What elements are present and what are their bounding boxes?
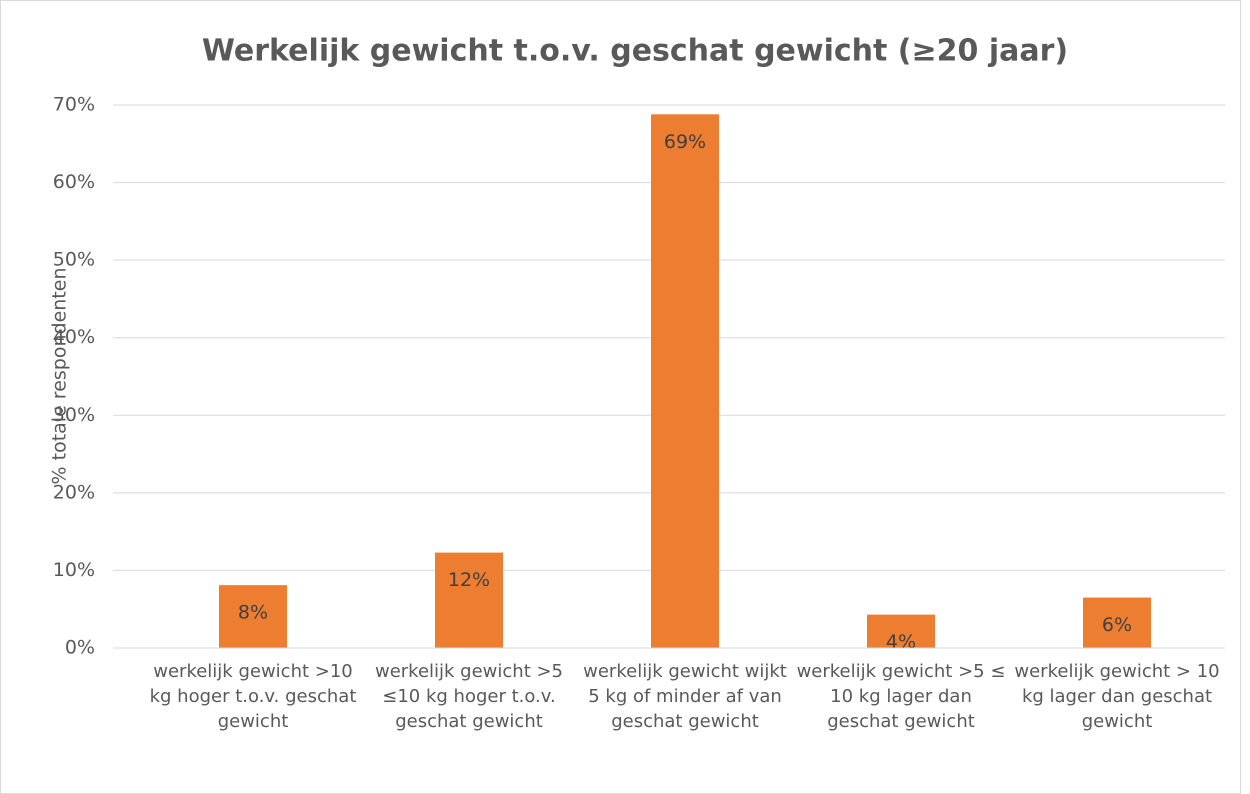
bar bbox=[435, 552, 503, 648]
x-tick-label-box: werkelijk gewicht >5 ≤10 kg hoger t.o.v.… bbox=[374, 661, 564, 732]
bar bbox=[1083, 597, 1151, 648]
x-tick-label-box: werkelijk gewicht > 10 kg lager dan gesc… bbox=[1014, 661, 1220, 732]
x-tick-label: werkelijk gewicht >5 ≤ 10 kg lager dan g… bbox=[796, 661, 1006, 732]
y-tick-label: 10% bbox=[53, 559, 95, 581]
y-tick-label: 50% bbox=[53, 249, 95, 271]
x-tick-label: werkelijk gewicht wijkt 5 kg of minder a… bbox=[583, 661, 787, 732]
x-tick-label: werkelijk gewicht >5 ≤10 kg hoger t.o.v.… bbox=[374, 661, 564, 732]
x-tick-label-box: werkelijk gewicht >5 ≤ 10 kg lager dan g… bbox=[796, 661, 1006, 732]
data-label: 8% bbox=[238, 602, 268, 624]
bar bbox=[651, 114, 719, 648]
x-tick-label: werkelijk gewicht > 10 kg lager dan gesc… bbox=[1014, 661, 1220, 732]
y-tick-label: 60% bbox=[53, 171, 95, 193]
y-tick-label: 70% bbox=[53, 94, 95, 116]
bar bbox=[867, 614, 935, 648]
y-tick-label: 20% bbox=[53, 481, 95, 503]
x-tick-label-box: werkelijk gewicht >10 kg hoger t.o.v. ge… bbox=[149, 661, 357, 732]
data-label: 4% bbox=[886, 631, 916, 653]
x-tick-label-box: werkelijk gewicht wijkt 5 kg of minder a… bbox=[583, 661, 787, 732]
data-label: 12% bbox=[448, 569, 490, 591]
y-tick-label: 0% bbox=[65, 637, 95, 659]
data-label: 69% bbox=[664, 131, 706, 153]
data-label: 6% bbox=[1102, 614, 1132, 636]
chart-title: Werkelijk gewicht t.o.v. geschat gewicht… bbox=[202, 34, 1068, 69]
y-tick-label: 30% bbox=[53, 404, 95, 426]
y-axis-label: % totale respondenten bbox=[49, 268, 71, 485]
y-tick-label: 40% bbox=[53, 326, 95, 348]
bar bbox=[219, 585, 287, 648]
x-tick-label: werkelijk gewicht >10 kg hoger t.o.v. ge… bbox=[149, 661, 357, 732]
